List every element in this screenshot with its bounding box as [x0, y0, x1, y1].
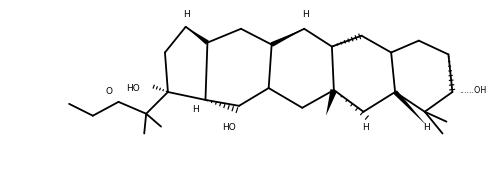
Text: H: H	[362, 123, 369, 132]
Text: ......OH: ......OH	[459, 86, 487, 95]
Text: HO: HO	[127, 84, 140, 93]
Text: O: O	[105, 86, 112, 95]
Text: H: H	[302, 10, 309, 20]
Text: H: H	[192, 105, 199, 114]
Polygon shape	[186, 27, 209, 45]
Text: HO: HO	[222, 123, 236, 132]
Text: H: H	[183, 10, 190, 20]
Text: H: H	[423, 123, 430, 132]
Polygon shape	[393, 90, 427, 126]
Polygon shape	[326, 89, 337, 116]
Polygon shape	[271, 29, 304, 47]
